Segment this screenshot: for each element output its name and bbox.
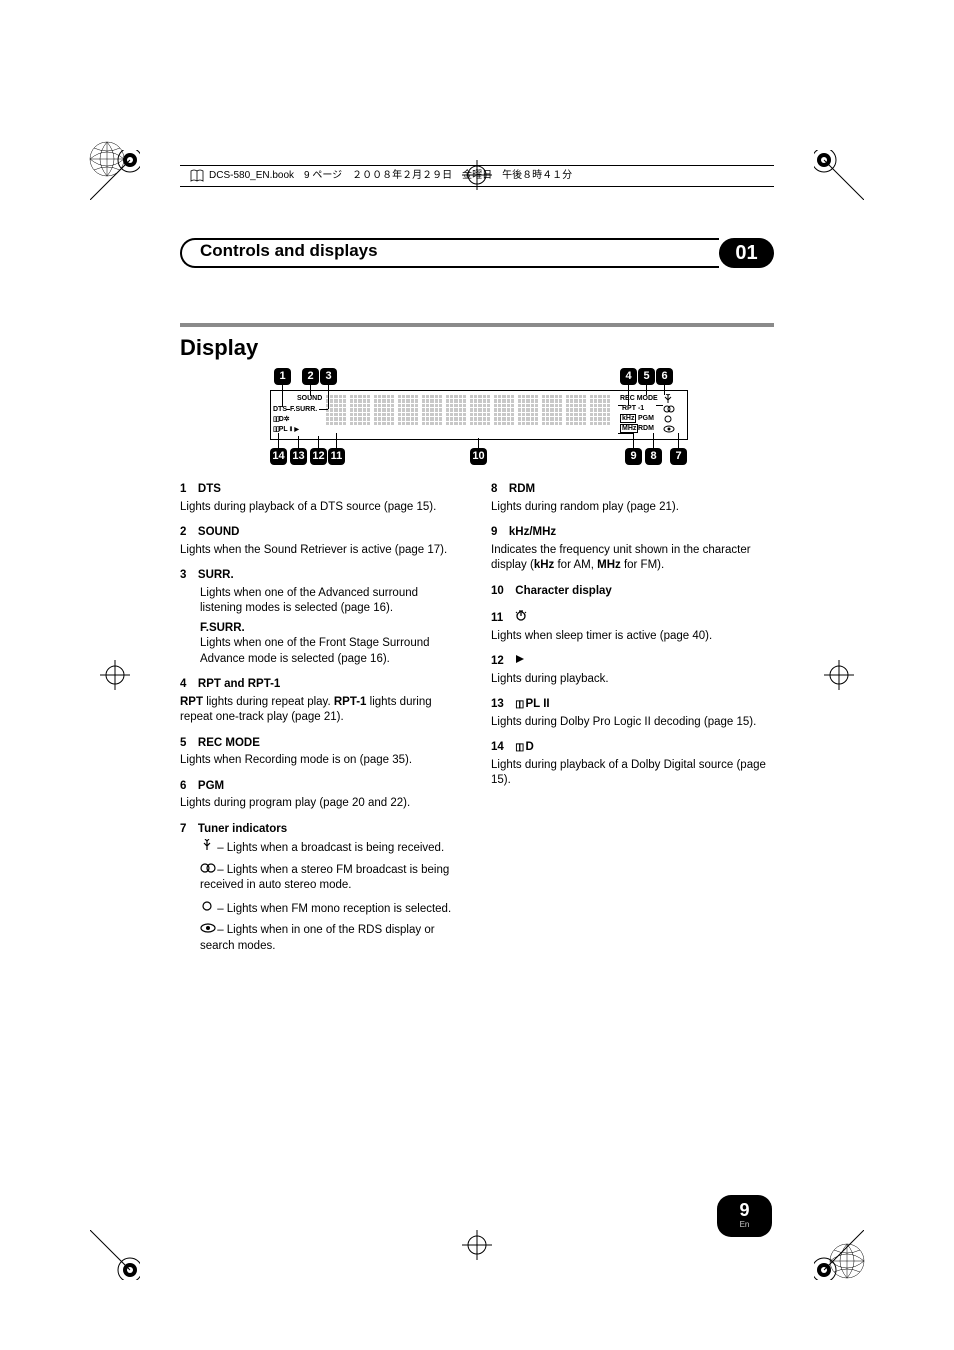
play-icon [515,655,525,667]
lbl-pgm: PGM [638,415,654,422]
item-2: 2 SOUNDLights when the Sound Retriever i… [180,525,463,558]
file-header-text: DCS-580_EN.book 9 ページ ２００８年２月２９日 金曜日 午後８… [209,165,572,187]
file-header: DCS-580_EN.book 9 ページ ２００８年２月２９日 金曜日 午後８… [180,165,774,187]
reg-mid-right [824,660,854,690]
mono-icon [664,415,672,425]
reg-corner-tr [814,150,864,200]
reg-corner-tl [90,150,140,200]
callout-6: 6 [656,368,673,385]
item-13: 13 ▯▯ PL IILights during Dolby Pro Logic… [491,697,774,730]
callout-5: 5 [638,368,655,385]
callout-12: 12 [310,448,327,465]
item-11: 11 Lights when sleep timer is active (pa… [491,609,774,644]
callout-7: 7 [670,448,687,465]
chapter-number: 01 [719,238,774,268]
item-8: 8 RDMLights during random play (page 21)… [491,482,774,515]
section-heading: Display [180,335,258,361]
chapter-bar: Controls and displays 01 [180,238,774,268]
callout-8: 8 [645,448,662,465]
item-9: 9 kHz/MHzIndicates the frequency unit sh… [491,525,774,574]
item-1: 1 DTSLights during playback of a DTS sou… [180,482,463,515]
mono-icon [200,900,214,918]
book-icon [190,169,204,183]
item-12: 12 Lights during playback. [491,654,774,687]
rds-icon [200,923,214,939]
page-number-pill: 9 En [717,1195,772,1237]
callout-13: 13 [290,448,307,465]
callout-1: 1 [274,368,291,385]
lbl-sound: SOUND [297,395,322,402]
reg-corner-br [814,1230,864,1280]
lbl-dpl: ▯▯PL Ⅱ ▶ [273,426,299,433]
reg-corner-bl [90,1230,140,1280]
lbl-dd: ▯▯D✲ [273,416,290,423]
callout-4: 4 [620,368,637,385]
rds-icon [663,425,675,435]
item-5: 5 REC MODELights when Recording mode is … [180,736,463,769]
lbl-rpt: RPT -1 [622,405,644,412]
reg-mid-bottom [462,1230,492,1260]
stereo-icon [663,405,675,415]
chapter-title: Controls and displays [200,241,378,261]
item-4: 4 RPT and RPT-1RPT lights during repeat … [180,677,463,726]
section-rule [180,323,774,327]
reg-mid-left [100,660,130,690]
page-lang: En [717,1221,772,1229]
callout-3: 3 [320,368,337,385]
lbl-khz: kHz [620,414,636,423]
item-7: 7 Tuner indicators – Lights when a broad… [180,822,463,955]
lbl-mhz: MHz [620,424,638,433]
callout-9: 9 [625,448,642,465]
body-columns: 1 DTSLights during playback of a DTS sou… [180,482,774,964]
callout-14: 14 [270,448,287,465]
callout-10: 10 [470,448,487,465]
lbl-fsurr: F.SURR. [290,406,317,413]
item-6: 6 PGMLights during program play (page 20… [180,779,463,812]
item-10: 10 Character display [491,584,774,600]
character-display-grid [326,395,610,425]
stereo-icon [200,863,214,879]
page-number: 9 [717,1201,772,1219]
left-column: 1 DTSLights during playback of a DTS sou… [180,482,463,964]
lbl-recmode: REC MODE [620,395,658,402]
lbl-rdm: RDM [638,425,654,432]
timer-icon [515,612,527,624]
item-14: 14 ▯▯ DLights during playback of a Dolby… [491,740,774,789]
callout-2: 2 [302,368,319,385]
item-3: 3 SURR.Lights when one of the Advanced s… [180,568,463,667]
right-column: 8 RDMLights during random play (page 21)… [491,482,774,964]
lbl-dts: DTS [273,406,287,413]
display-diagram: 1 2 3 4 5 6 14 13 12 11 10 9 8 7 DTS SOU… [270,368,690,468]
ant-icon [200,839,214,857]
callout-11: 11 [328,448,345,465]
